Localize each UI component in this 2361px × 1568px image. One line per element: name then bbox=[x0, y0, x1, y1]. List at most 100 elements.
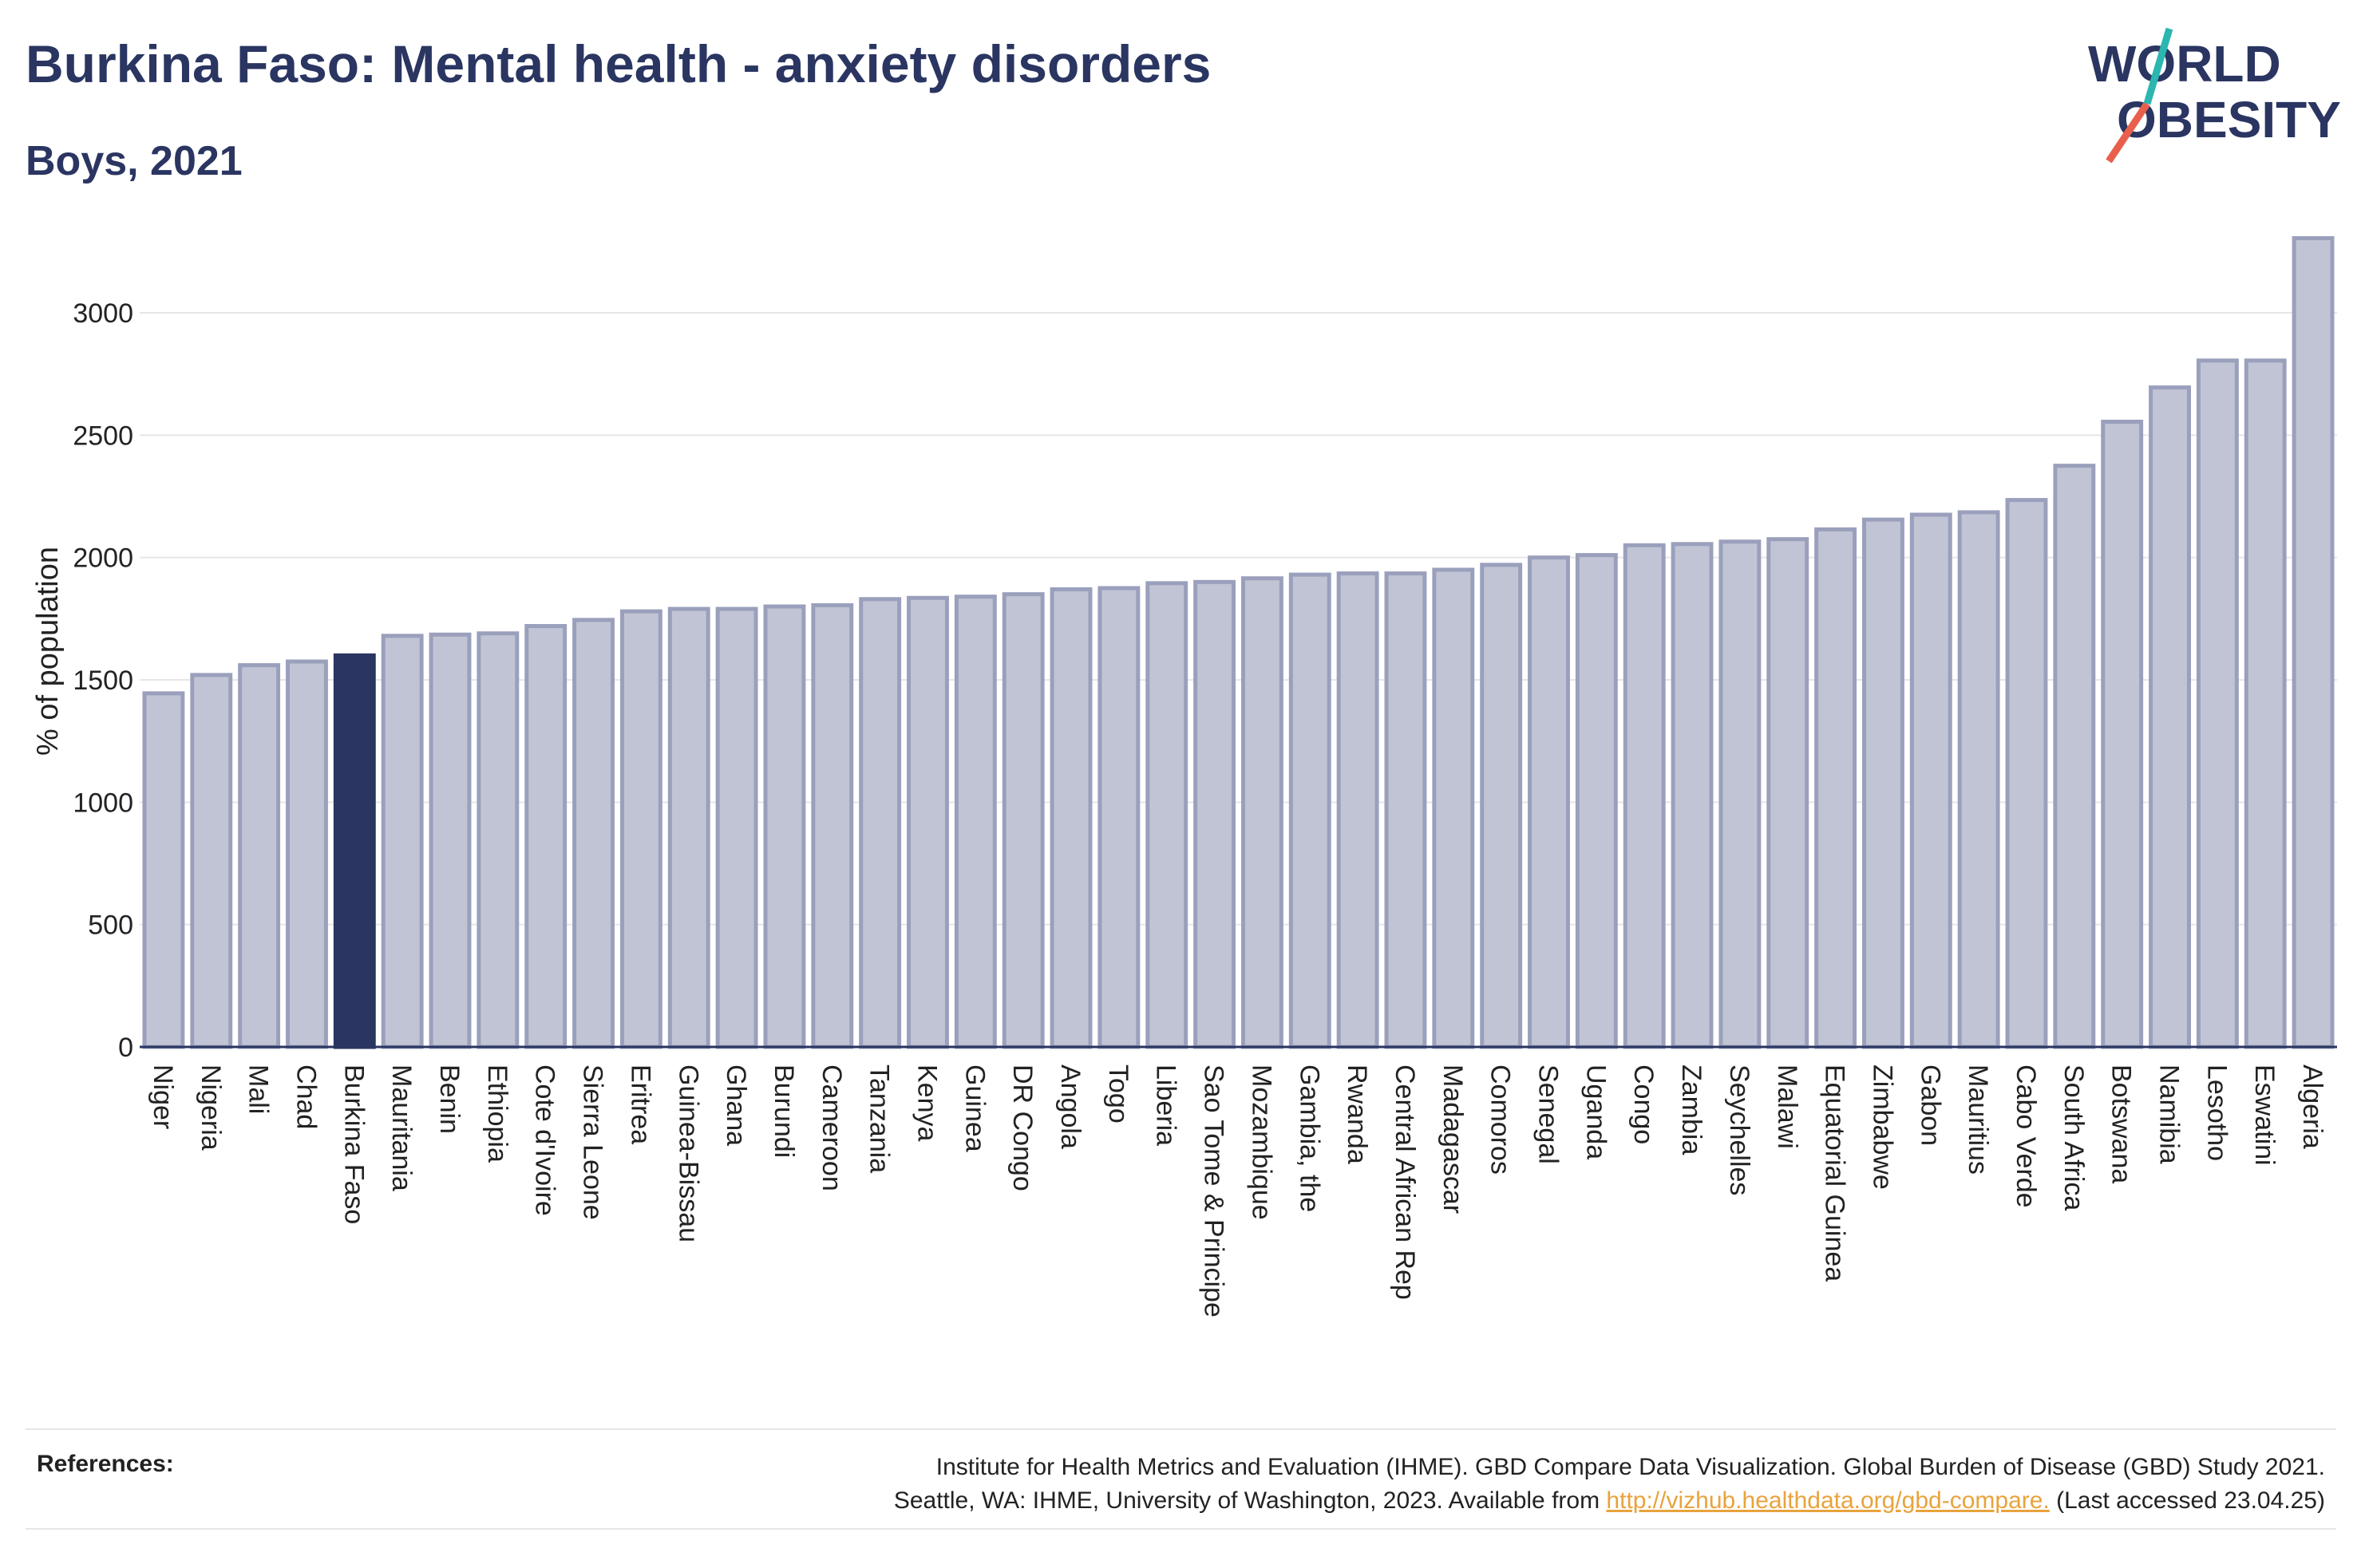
bar bbox=[1288, 572, 1331, 1049]
bar bbox=[1193, 579, 1236, 1049]
x-tick-label: Nigeria bbox=[196, 1064, 226, 1151]
references-label: References: bbox=[37, 1451, 174, 1477]
y-tick-label: 1000 bbox=[73, 788, 133, 818]
references-link[interactable]: http://vizhub.healthdata.org/gbd-compare… bbox=[1606, 1487, 2050, 1514]
bar bbox=[381, 634, 424, 1049]
bar bbox=[667, 606, 710, 1049]
bar bbox=[1002, 592, 1045, 1049]
world-obesity-logo: WORLD OBESITY bbox=[2088, 27, 2341, 164]
x-tick-label: Guinea bbox=[959, 1064, 990, 1152]
x-tick-label: Gabon bbox=[1915, 1064, 1945, 1146]
bar bbox=[2149, 385, 2191, 1049]
bar bbox=[1097, 586, 1141, 1049]
bar bbox=[907, 595, 949, 1049]
x-tick-label: Equatorial Guinea bbox=[1820, 1064, 1850, 1282]
logo-line2: OBESITY bbox=[2117, 91, 2341, 148]
bar bbox=[429, 632, 472, 1049]
bar bbox=[2292, 235, 2335, 1049]
x-tick-label: Tanzania bbox=[864, 1064, 895, 1173]
x-tick-label: Ghana bbox=[721, 1064, 751, 1146]
x-tick-label: Mozambique bbox=[1246, 1064, 1276, 1220]
x-tick-label: Malawi bbox=[1772, 1064, 1802, 1149]
bar-chart: 0 500 1000 1500 2000 2500 3000 % of population N… bbox=[31, 235, 2337, 1317]
page-title: Burkina Faso: Mental health - anxiety di… bbox=[26, 34, 1212, 93]
x-tick-label: Cote d'Ivoire bbox=[530, 1064, 560, 1216]
logo-slash-teal bbox=[2143, 27, 2173, 105]
logo-line1: WORLD bbox=[2088, 35, 2281, 93]
bar bbox=[2053, 464, 2096, 1049]
bar bbox=[1575, 553, 1618, 1049]
x-tick-label: Namibia bbox=[2154, 1064, 2185, 1164]
x-tick-label: Ethiopia bbox=[482, 1064, 512, 1163]
bar bbox=[572, 618, 615, 1049]
x-tick-label: Comoros bbox=[1485, 1064, 1516, 1175]
x-tick-label: Mali bbox=[243, 1064, 274, 1114]
bar bbox=[190, 673, 233, 1049]
x-tick-label: Liberia bbox=[1151, 1064, 1181, 1146]
x-tick-label: Burkina Faso bbox=[338, 1064, 369, 1224]
x-tick-label: Eswatini bbox=[2249, 1064, 2280, 1166]
x-tick-label: Mauritius bbox=[1963, 1064, 1993, 1175]
x-tick-label: Eritrea bbox=[625, 1064, 655, 1144]
x-tick-label: Niger bbox=[148, 1064, 178, 1129]
bar bbox=[2005, 498, 2048, 1049]
bar bbox=[1623, 543, 1666, 1049]
x-tick-label: Sierra Leone bbox=[578, 1064, 608, 1220]
x-tick-label: Chad bbox=[291, 1064, 321, 1129]
logo-slash-red bbox=[2106, 101, 2150, 164]
bar bbox=[763, 604, 806, 1049]
y-tick-label: 3000 bbox=[73, 298, 133, 329]
bar bbox=[954, 594, 997, 1049]
x-tick-label: Mauritania bbox=[386, 1064, 417, 1191]
y-axis-label: % of population bbox=[31, 547, 65, 756]
references-line2-prefix: Seattle, WA: IHME, University of Washing… bbox=[893, 1487, 1607, 1514]
bar bbox=[811, 602, 854, 1049]
bar bbox=[1528, 555, 1570, 1049]
y-tick-label: 2500 bbox=[73, 421, 133, 451]
x-tick-label: Cabo Verde bbox=[2011, 1064, 2041, 1208]
x-tick-label: Central African Rep bbox=[1390, 1064, 1420, 1300]
x-tick-label: South Africa bbox=[2058, 1064, 2089, 1211]
bar bbox=[1909, 512, 1952, 1049]
bar bbox=[715, 606, 758, 1049]
x-tick-label: Madagascar bbox=[1438, 1064, 1468, 1214]
bar bbox=[1145, 581, 1188, 1049]
references-line2-suffix: (Last accessed 23.04.25) bbox=[2049, 1487, 2325, 1514]
bar bbox=[1718, 539, 1762, 1049]
bar bbox=[619, 609, 662, 1049]
x-tick-label: Angola bbox=[1055, 1064, 1086, 1149]
bar bbox=[1671, 542, 1714, 1049]
references-box: References: Institute for Health Metrics… bbox=[26, 1428, 2336, 1530]
x-tick-label: Rwanda bbox=[1342, 1064, 1372, 1164]
y-tick-label: 1500 bbox=[73, 666, 133, 696]
bar bbox=[1240, 576, 1283, 1049]
y-tick-label: 0 bbox=[118, 1033, 133, 1063]
x-tick-label: Lesotho bbox=[2201, 1064, 2232, 1161]
bar bbox=[2196, 358, 2239, 1049]
bar bbox=[1336, 571, 1379, 1049]
references-line1: Institute for Health Metrics and Evaluat… bbox=[935, 1454, 2325, 1480]
bar bbox=[1766, 537, 1809, 1049]
x-tick-label: Zambia bbox=[1676, 1064, 1706, 1155]
page-subtitle: Boys, 2021 bbox=[26, 138, 243, 184]
x-tick-label: Togo bbox=[1103, 1064, 1133, 1124]
x-tick-label: Guinea-Bissau bbox=[673, 1064, 703, 1242]
bar bbox=[2244, 358, 2287, 1049]
bar bbox=[1432, 567, 1475, 1049]
x-tick-label: Zimbabwe bbox=[1867, 1064, 1897, 1190]
bar bbox=[1384, 571, 1427, 1049]
x-tick-label: Gambia, the bbox=[1294, 1064, 1324, 1212]
x-tick-label: Cameroon bbox=[817, 1064, 847, 1191]
x-tick-label: Burundi bbox=[769, 1064, 799, 1158]
x-tick-label: Benin bbox=[434, 1064, 465, 1134]
bar bbox=[1480, 563, 1523, 1049]
bar bbox=[1050, 587, 1093, 1049]
bar bbox=[524, 624, 568, 1049]
x-tick-label: Algeria bbox=[2297, 1064, 2327, 1149]
bar bbox=[1957, 510, 2000, 1049]
x-tick-label: DR Congo bbox=[1007, 1064, 1038, 1191]
bar bbox=[859, 597, 902, 1049]
bar bbox=[333, 653, 376, 1049]
x-tick-label: Seychelles bbox=[1724, 1064, 1754, 1195]
bar bbox=[238, 663, 281, 1049]
